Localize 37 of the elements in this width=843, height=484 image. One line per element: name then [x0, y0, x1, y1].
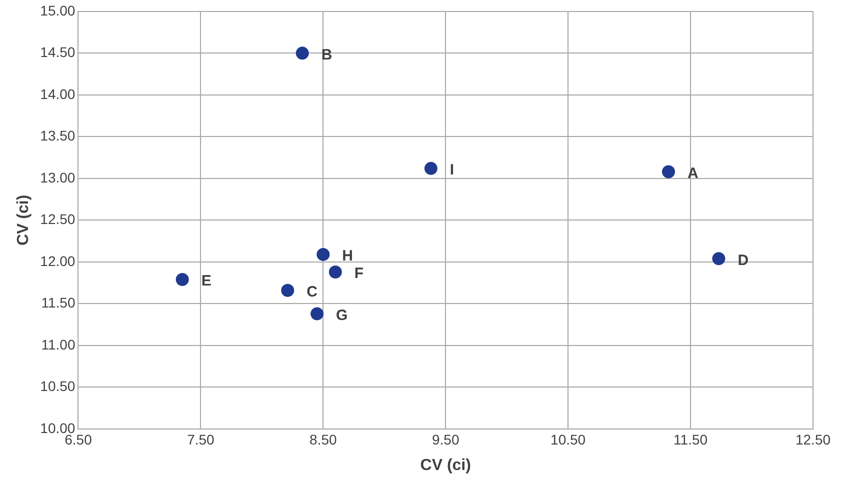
point — [328, 265, 342, 278]
y-tick-label: 11.00 — [41, 336, 76, 352]
point — [424, 162, 438, 175]
x-tick-label: 9.50 — [432, 431, 460, 448]
annotation: F — [354, 265, 364, 282]
annotation: E — [201, 272, 212, 290]
x-tick-label: 12.50 — [795, 431, 831, 448]
y-tick-label: 15.00 — [40, 2, 76, 18]
point — [296, 46, 309, 60]
x-tick-label: 10.50 — [550, 431, 586, 448]
point — [281, 284, 294, 297]
y-tick-label: 13.50 — [40, 128, 76, 144]
point — [176, 273, 189, 286]
y-tick-label: 14.00 — [40, 86, 76, 102]
annotation: B — [321, 46, 332, 64]
annotation: C — [306, 283, 318, 300]
annotation: I — [450, 162, 454, 179]
y-tick-label: 12.50 — [40, 211, 76, 228]
point — [316, 248, 330, 261]
y-axis-title: CV (ci) — [15, 194, 32, 246]
point — [712, 252, 726, 266]
y-tick-label: 10.50 — [40, 378, 76, 394]
y-tick-label: 13.00 — [40, 169, 76, 186]
y-tick-label: 11.50 — [41, 294, 76, 311]
annotation: A — [687, 164, 698, 182]
point — [310, 307, 324, 320]
x-tick-label: 7.50 — [187, 431, 215, 448]
annotation: H — [342, 248, 353, 265]
y-tick-label: 10.00 — [40, 420, 76, 436]
x-axis-title: CV (ci) — [420, 456, 471, 474]
x-tick-label: 11.50 — [674, 431, 708, 448]
y-tick-label: 12.00 — [40, 252, 76, 269]
y-tick-label: 14.50 — [40, 44, 76, 60]
annotation: G — [336, 306, 348, 324]
annotation: D — [738, 252, 749, 269]
x-tick-label: 8.50 — [310, 431, 337, 448]
point — [662, 165, 675, 178]
